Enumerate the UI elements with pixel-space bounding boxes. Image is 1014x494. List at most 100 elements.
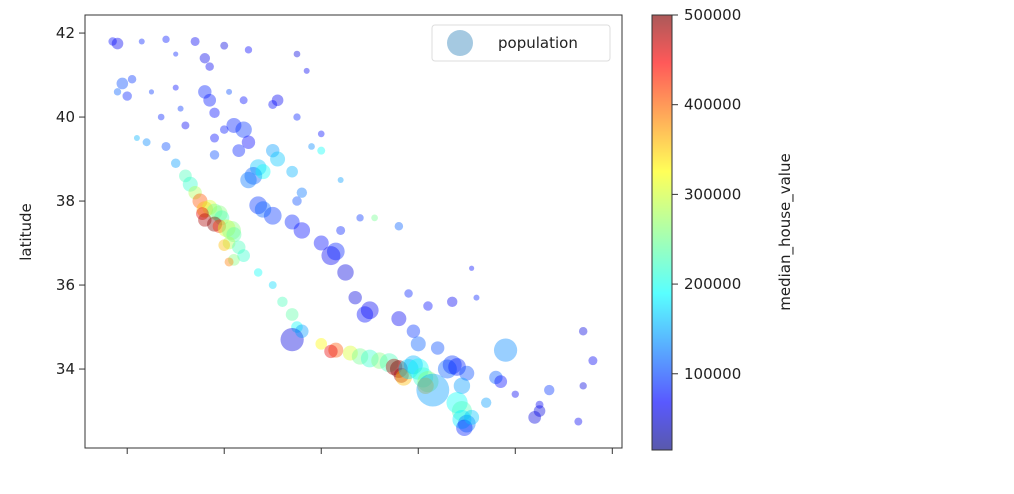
data-point: [220, 41, 229, 50]
data-point: [494, 375, 508, 389]
data-point: [423, 301, 433, 311]
colorbar: 100000 200000 300000 400000 500000 median_ho…: [651, 6, 795, 451]
data-point: [430, 341, 445, 355]
data-point: [127, 75, 137, 84]
data-point: [511, 390, 519, 398]
data-point: [217, 219, 236, 238]
data-point: [578, 327, 588, 336]
data-point: [417, 377, 434, 395]
data-point: [371, 352, 388, 369]
data-point: [138, 38, 145, 45]
data-point: [222, 220, 241, 240]
data-point: [235, 121, 252, 138]
y-tick-label: 40: [56, 108, 75, 126]
data-point: [249, 196, 268, 215]
data-point: [480, 397, 492, 408]
y-axis-label: latitude: [17, 203, 35, 261]
colorbar-tick-label: 300000: [684, 185, 741, 203]
data-point: [224, 257, 234, 267]
data-point: [196, 207, 209, 221]
data-point: [342, 345, 358, 361]
data-point: [271, 94, 284, 107]
colorbar-tick-label: 100000: [684, 365, 741, 383]
data-point: [179, 169, 192, 183]
data-point: [416, 373, 450, 407]
data-point: [241, 135, 256, 149]
data-point: [321, 246, 341, 266]
data-point: [173, 51, 179, 57]
data-point: [379, 353, 399, 373]
data-point: [205, 62, 214, 71]
data-point: [351, 348, 369, 365]
data-point: [285, 308, 299, 321]
x-axis-ticks: [126, 448, 613, 454]
data-point: [286, 165, 298, 178]
data-point: [268, 99, 278, 109]
data-point: [116, 77, 129, 90]
colorbar-ticks: 100000 200000 300000 400000 500000: [672, 6, 741, 383]
data-point: [326, 242, 345, 261]
data-point: [212, 219, 227, 233]
data-point: [457, 414, 476, 433]
colorbar-gradient: [651, 14, 673, 451]
data-point: [337, 177, 344, 184]
data-point: [263, 206, 282, 225]
data-point: [303, 67, 310, 74]
data-point: [292, 196, 302, 206]
data-point: [192, 193, 208, 209]
data-point: [268, 281, 277, 290]
data-point: [493, 338, 518, 362]
data-point: [188, 185, 202, 200]
data-point: [157, 113, 165, 121]
data-point: [122, 91, 132, 101]
data-point: [464, 409, 480, 425]
data-point: [574, 417, 583, 426]
data-point: [456, 419, 473, 437]
data-point: [315, 338, 328, 350]
data-point: [232, 240, 246, 254]
data-point: [202, 199, 218, 215]
legend-label-population: population: [498, 34, 578, 52]
y-tick-label: 38: [56, 192, 75, 210]
data-point: [277, 296, 288, 308]
data-point: [317, 146, 326, 155]
colorbar-label: median_house_value: [776, 153, 795, 310]
y-tick-label: 36: [56, 276, 75, 294]
data-point: [142, 138, 151, 147]
data-point: [360, 349, 379, 368]
data-point: [452, 409, 472, 429]
data-point: [162, 35, 170, 44]
data-point: [473, 294, 480, 301]
data-point: [198, 85, 212, 99]
legend: population: [431, 24, 611, 62]
colorbar-tick-label: 400000: [684, 96, 741, 114]
y-tick-label: 42: [56, 24, 75, 42]
data-point: [232, 144, 246, 158]
data-point: [182, 176, 198, 192]
data-point: [356, 214, 364, 222]
data-point: [209, 107, 220, 119]
data-point: [244, 166, 263, 185]
data-point: [211, 205, 228, 222]
data-point: [254, 201, 272, 218]
colorbar-tick-label: 200000: [684, 275, 741, 293]
data-point: [391, 311, 407, 327]
data-point: [170, 158, 181, 168]
data-point: [148, 89, 155, 95]
data-point: [324, 344, 338, 359]
data-point: [447, 296, 458, 308]
data-point: [296, 187, 308, 198]
data-point: [451, 400, 472, 422]
data-point: [448, 358, 466, 376]
data-point: [417, 371, 439, 393]
data-point: [266, 143, 280, 158]
data-point: [403, 355, 423, 375]
data-point: [407, 358, 429, 380]
data-point: [203, 93, 217, 107]
data-point: [291, 321, 303, 333]
data-point: [371, 214, 378, 222]
data-point: [446, 392, 468, 414]
data-point: [459, 365, 475, 381]
data-point: [244, 46, 253, 54]
